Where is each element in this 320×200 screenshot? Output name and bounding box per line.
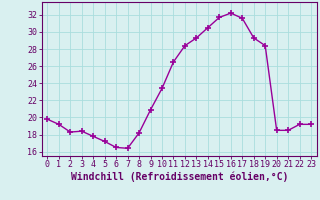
- X-axis label: Windchill (Refroidissement éolien,°C): Windchill (Refroidissement éolien,°C): [70, 172, 288, 182]
